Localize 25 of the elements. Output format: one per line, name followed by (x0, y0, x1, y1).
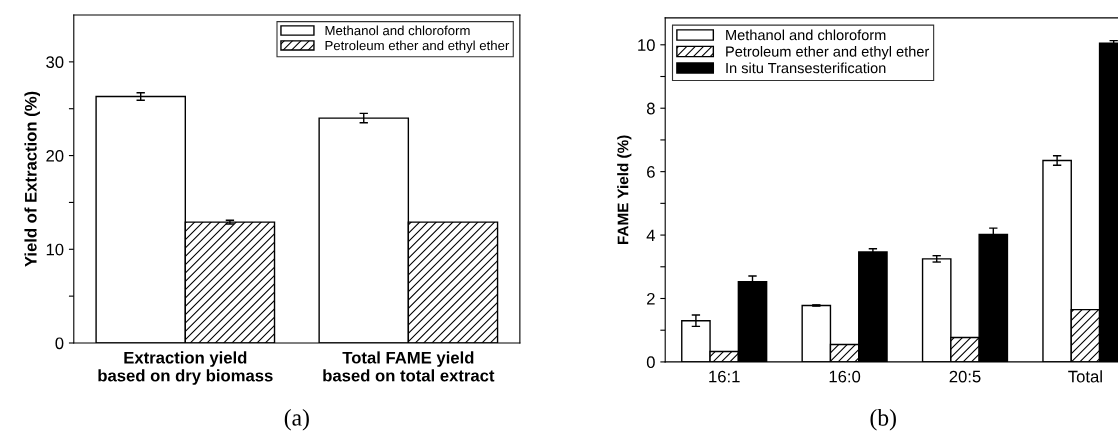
y-tick-label: 2 (647, 292, 655, 305)
x-tick-label: Extraction yield based on dry biomass (98, 351, 273, 385)
x-tick-label: 20:5 (949, 370, 981, 383)
legend-label: Petroleum ether and ethyl ether (325, 40, 510, 53)
y-axis-title: Yield of Extraction (%) (24, 91, 40, 267)
x-tick-label: Total FAME yield based on total extract (323, 351, 495, 382)
y-tick-label: 0 (55, 337, 64, 350)
y-tick-label: 30 (46, 56, 64, 69)
y-tick-label: 20 (46, 149, 64, 162)
y-tick-label: 4 (646, 229, 655, 242)
legend-label: Petroleum ether and ethyl ether (726, 46, 930, 60)
x-tick-label: 16:0 (829, 370, 861, 383)
legend-label: Methanol and chloroform (325, 25, 470, 36)
y-tick-label: 6 (647, 166, 655, 178)
y-tick-label: 10 (638, 39, 655, 51)
text: (b) (870, 409, 896, 431)
legend-label: In situ Transesterification (726, 62, 886, 74)
y-tick-label: 10 (46, 243, 64, 256)
text: (a) (284, 409, 309, 431)
y-tick-label: 0 (646, 356, 655, 369)
x-tick-label: 16:1 (709, 370, 740, 383)
x-tick-label: Total (1068, 370, 1102, 383)
y-tick-label: 8 (646, 102, 655, 115)
y-axis-title: FAME Yield (%) (617, 135, 632, 245)
legend-label: Methanol and chloroform (726, 29, 886, 41)
